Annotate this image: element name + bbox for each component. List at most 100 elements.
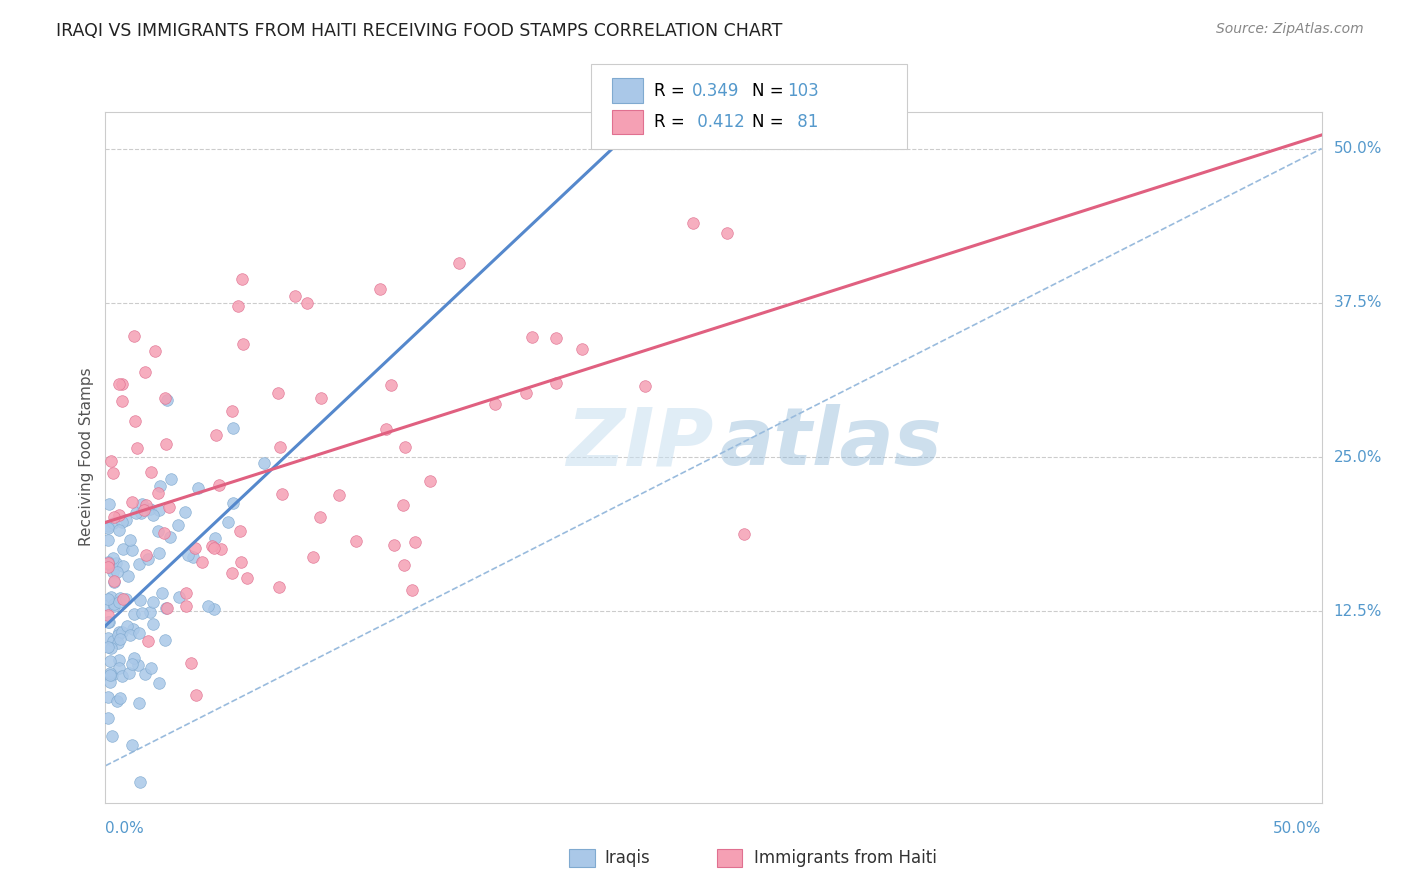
Point xyxy=(308,510,330,524)
Point xyxy=(449,255,471,269)
Point xyxy=(100,454,122,468)
Point xyxy=(103,510,125,524)
Point xyxy=(208,478,231,492)
Point xyxy=(108,591,131,605)
Point xyxy=(201,540,224,554)
Point xyxy=(129,506,152,520)
Point xyxy=(236,571,259,585)
Point xyxy=(484,396,506,410)
Point xyxy=(121,738,143,752)
Point xyxy=(146,524,169,538)
Point xyxy=(344,533,367,548)
Point xyxy=(124,414,146,428)
Point xyxy=(176,549,198,563)
Point xyxy=(159,530,181,544)
Point xyxy=(404,535,426,549)
Text: Immigrants from Haiti: Immigrants from Haiti xyxy=(754,849,936,867)
Point xyxy=(131,606,153,620)
Point xyxy=(100,668,122,682)
Point xyxy=(122,607,145,621)
Point xyxy=(115,513,138,527)
Point xyxy=(98,615,121,629)
Text: N =: N = xyxy=(752,82,789,100)
Text: 103: 103 xyxy=(787,82,820,100)
Text: 0.349: 0.349 xyxy=(692,82,740,100)
Point xyxy=(103,599,125,613)
Point xyxy=(222,496,245,510)
Point xyxy=(148,503,170,517)
Point xyxy=(269,440,291,454)
Point xyxy=(150,585,173,599)
Point xyxy=(117,569,139,583)
Point xyxy=(111,625,134,640)
Point xyxy=(682,216,704,230)
Point xyxy=(128,592,150,607)
Point xyxy=(515,385,537,400)
Point xyxy=(103,551,125,566)
Point xyxy=(101,466,124,480)
Point xyxy=(181,549,204,564)
Point xyxy=(159,472,181,486)
Point xyxy=(135,548,157,562)
Point xyxy=(311,391,333,405)
Point xyxy=(202,541,225,555)
Point xyxy=(121,543,143,558)
Point xyxy=(103,597,125,611)
Point xyxy=(108,376,131,391)
Point xyxy=(111,515,134,529)
Point xyxy=(284,289,307,303)
Point xyxy=(107,566,129,580)
Point xyxy=(153,391,176,405)
Text: R =: R = xyxy=(654,113,690,131)
Point xyxy=(97,555,120,569)
Point xyxy=(401,582,423,597)
Point xyxy=(97,592,120,607)
Point xyxy=(733,527,755,541)
Point xyxy=(269,580,291,594)
Point xyxy=(105,694,128,708)
Point xyxy=(139,606,162,620)
Point xyxy=(217,515,239,529)
Point xyxy=(228,299,250,313)
Text: 50.0%: 50.0% xyxy=(1334,141,1382,156)
Point xyxy=(111,376,134,391)
Point xyxy=(97,607,120,622)
Point xyxy=(153,633,176,648)
Point xyxy=(108,632,131,646)
Point xyxy=(231,555,253,569)
Point xyxy=(174,505,197,519)
Point xyxy=(97,518,120,533)
Point xyxy=(375,422,398,436)
Point xyxy=(157,500,180,514)
Point xyxy=(184,688,207,702)
Point xyxy=(120,533,142,548)
Point xyxy=(544,331,567,345)
Point xyxy=(134,503,156,517)
Point xyxy=(544,376,567,391)
Point xyxy=(419,474,441,488)
Point xyxy=(127,657,149,672)
Point xyxy=(98,668,121,682)
Point xyxy=(97,521,120,535)
Y-axis label: Receiving Food Stamps: Receiving Food Stamps xyxy=(79,368,94,547)
Point xyxy=(139,465,162,479)
Point xyxy=(103,574,125,588)
Point xyxy=(131,497,153,511)
Point xyxy=(122,329,145,343)
Point xyxy=(134,666,156,681)
Point xyxy=(302,549,325,564)
Text: IRAQI VS IMMIGRANTS FROM HAITI RECEIVING FOOD STAMPS CORRELATION CHART: IRAQI VS IMMIGRANTS FROM HAITI RECEIVING… xyxy=(56,22,783,40)
Point xyxy=(221,404,243,418)
Point xyxy=(98,666,121,681)
Point xyxy=(107,625,129,640)
Point xyxy=(148,675,170,690)
Point xyxy=(112,558,135,573)
Point xyxy=(232,337,254,351)
Point xyxy=(129,775,152,789)
Point xyxy=(101,516,124,530)
Point xyxy=(368,282,391,296)
Point xyxy=(97,497,120,511)
Text: N =: N = xyxy=(752,113,789,131)
Point xyxy=(97,559,120,574)
Point xyxy=(143,344,166,359)
